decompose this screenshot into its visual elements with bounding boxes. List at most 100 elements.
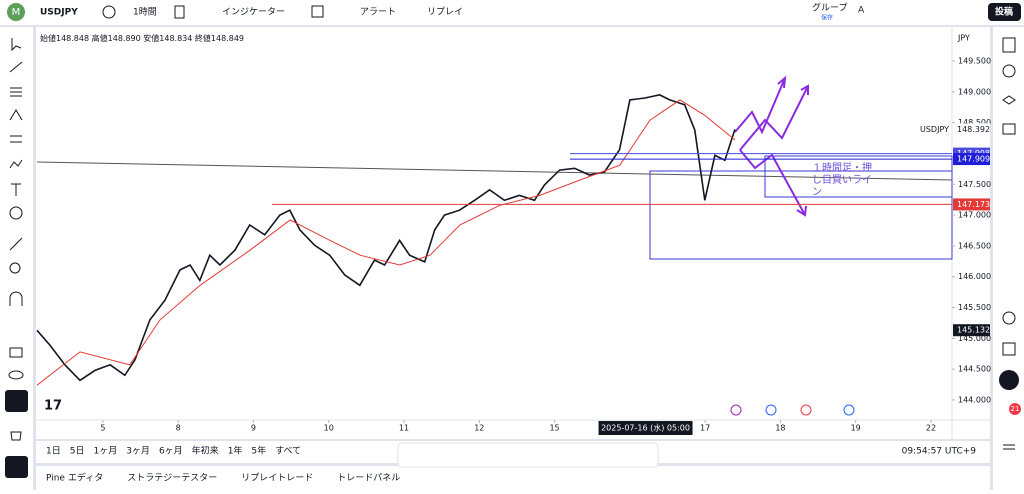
price-tag-label: 145.132 [957,326,990,335]
indicators[interactable]: インジケーター [222,7,285,18]
annotation: １時間足・押 [812,161,872,174]
pattern-tool[interactable] [9,109,23,121]
left-toolbar [0,27,33,490]
bottom-tab[interactable]: トレードパネル [337,473,400,484]
group[interactable]: グループ [812,2,847,14]
range-button[interactable]: 1ヶ月 [93,446,117,457]
annotation: し目買いライ [812,174,872,186]
y-tick-label: 148.500 [958,118,991,127]
interval[interactable]: 1時間 [133,7,157,18]
font[interactable]: A [858,6,865,16]
hotlist[interactable] [1002,311,1016,325]
event-icon[interactable] [800,404,812,416]
zoom-tool[interactable] [9,262,21,274]
arrowhead [777,75,787,89]
replay[interactable]: リプレイ [427,7,463,18]
magnet-tool[interactable] [9,291,23,306]
text-tool[interactable] [11,183,21,196]
x-tick-label: 9 [251,424,256,433]
range-buttons: 1日 5日 1ヶ月 3ヶ月 6ヶ月 年初来 1年 5年 すべて [46,445,301,457]
y-tick-label: 149.000 [958,87,991,96]
ohlc-close: 終値148.849 [195,33,244,43]
range-button[interactable]: 年初来 [192,445,219,457]
favorites[interactable] [5,456,28,478]
emoji-tool[interactable] [9,206,23,220]
series-line [36,94,736,382]
symbol[interactable]: USDJPY [40,8,78,18]
fib-tool[interactable] [10,87,22,97]
x-tick-label: 12 [474,424,484,433]
range-button[interactable]: 5年 [251,445,266,457]
prediction-tool[interactable] [10,135,22,143]
symbol-tag: USDJPY [920,125,949,134]
y-tick-label: 144.000 [958,395,991,404]
level-label: 147.173 [957,200,990,209]
add-symbol[interactable] [102,5,116,19]
cursor-x-tag [598,421,693,435]
ohlc-high: 高値148.890 [92,33,141,43]
help[interactable] [1003,444,1015,450]
bottom-tab[interactable]: リプレイトレード [241,473,313,484]
range-button[interactable]: 3ヶ月 [126,446,150,457]
ruler-tool[interactable] [9,237,23,251]
sidebar-icons [1002,37,1016,450]
ohlc: 始値148.848 高値148.890 安値148.834 終値148.849 [40,33,244,43]
event-icon[interactable] [843,404,855,416]
tv-logo: 17 [44,399,62,414]
apps[interactable] [999,370,1019,390]
y-tick-label: 149.500 [958,57,991,66]
notification-badge[interactable] [1009,403,1021,415]
range-button[interactable]: すべて [275,446,301,457]
save[interactable]: 保存 [821,14,833,22]
range-button[interactable]: 1日 [46,446,61,457]
logo[interactable] [7,3,25,21]
cursor-x-label: 2025-07-16 (水) 05:00 [601,423,690,433]
x-tick-label: 19 [851,424,861,433]
ohlc-low: 安値148.834 [143,33,192,43]
post-button[interactable] [988,3,1021,21]
tabs-bar [36,466,990,490]
bottom-tab[interactable]: Pine エディタ [46,472,103,484]
range-button[interactable]: 5日 [70,446,85,457]
lock-tool[interactable] [9,347,23,358]
calendar[interactable] [1002,342,1016,356]
trash-tool[interactable] [10,431,22,441]
plot [36,75,953,386]
chats[interactable] [1002,123,1016,135]
alert[interactable]: アラート [360,7,396,18]
alerts[interactable] [1002,64,1016,78]
cursor-tool[interactable] [11,38,22,52]
bottom-tab[interactable]: ストラテジーテスター [127,473,217,484]
currency: JPY [957,34,970,43]
level-tag [953,153,990,166]
event-icon[interactable] [730,404,742,416]
x-tick-label: 10 [324,424,334,433]
chart-type[interactable] [174,5,185,19]
brush-tool[interactable] [9,159,23,169]
arrowhead [800,84,809,95]
clock: 09:54:57 UTC+9 [902,447,977,457]
series-line [36,99,736,386]
event-icon[interactable] [765,404,777,416]
annotation: ン [812,187,822,198]
post-label: 投稿 [995,6,1013,18]
x-tick-label: 5 [100,424,105,433]
range-button[interactable]: 6ヶ月 [159,446,183,457]
link-tool[interactable] [5,390,28,412]
projection-arrow [734,77,786,135]
data-window[interactable] [1002,95,1016,105]
range-button[interactable]: 1年 [228,445,243,457]
y-tick-label: 146.000 [958,272,991,281]
watchlist[interactable] [1002,37,1016,53]
drawing-tools [8,38,24,441]
level-label: 147.909 [957,155,990,164]
zone-rectangle [764,155,953,198]
layouts[interactable] [311,5,324,18]
x-tick-label: 11 [399,424,409,433]
trendline-drawing [36,161,953,181]
chart-pane [36,27,990,439]
hide-tool[interactable] [8,370,24,380]
trendline-tool[interactable] [9,61,23,73]
